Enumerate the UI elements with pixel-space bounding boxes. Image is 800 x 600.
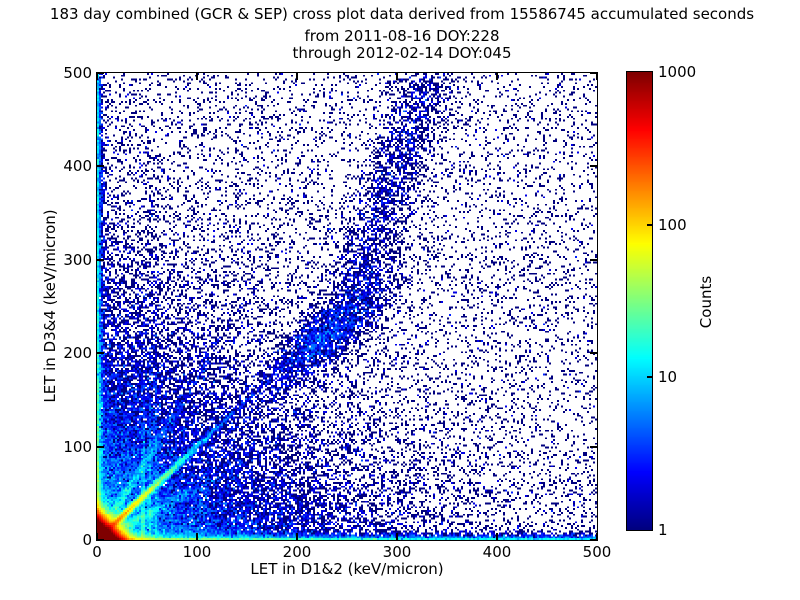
y-tick-mark: [97, 445, 104, 448]
y-tick-mark-right: [590, 539, 597, 541]
x-tick-mark: [396, 533, 398, 540]
plot-frame: [96, 72, 598, 541]
y-tick-label: 400: [63, 157, 92, 176]
colorbar-frame: [626, 71, 653, 531]
y-tick-mark: [97, 72, 104, 74]
x-tick-mark: [296, 533, 298, 540]
y-tick-mark-right: [590, 72, 597, 74]
x-tick-mark: [196, 533, 198, 540]
colorbar-tick-label: 100: [658, 215, 687, 234]
x-tick-mark: [596, 533, 598, 540]
colorbar-tick-label: 1: [658, 521, 668, 539]
y-axis-label: LET in D3&4 (keV/micron): [41, 209, 59, 403]
y-tick-mark: [97, 352, 104, 355]
x-tick-mark: [496, 533, 498, 540]
colorbar-tick-label: 1000: [658, 63, 697, 81]
x-axis-label: LET in D1&2 (keV/micron): [250, 560, 444, 578]
y-tick-label: 500: [63, 64, 92, 82]
colorbar-label: Counts: [697, 275, 715, 329]
x-tick-mark-top: [496, 73, 498, 80]
y-tick-label: 100: [63, 437, 92, 456]
x-tick-mark-top: [396, 73, 398, 80]
colorbar-gradient: [627, 72, 652, 530]
x-tick-mark-top: [196, 73, 198, 80]
y-tick-label: 200: [63, 344, 92, 363]
x-tick-label: 200: [282, 543, 312, 561]
colorbar-tick-mark: [647, 223, 652, 226]
y-tick-mark: [97, 258, 104, 261]
x-tick-mark-top: [296, 73, 298, 80]
y-tick-mark: [97, 539, 104, 541]
y-tick-label: 300: [63, 250, 92, 269]
colorbar-tick-mark: [647, 376, 652, 379]
y-tick-mark: [97, 165, 104, 168]
title-line-3: through 2012-02-14 DOY:045: [292, 44, 512, 62]
scatter-density-canvas: [97, 73, 597, 540]
x-tick-label: 500: [582, 543, 612, 561]
title-line-2: from 2011-08-16 DOY:228: [304, 27, 500, 45]
x-tick-mark: [96, 533, 98, 540]
x-tick-label: 0: [92, 543, 102, 561]
title-line-1: 183 day combined (GCR & SEP) cross plot …: [49, 5, 755, 23]
y-tick-label: 0: [82, 531, 92, 549]
y-tick-mark-right: [590, 445, 597, 448]
x-tick-label: 100: [182, 543, 212, 561]
colorbar-tick-label: 10: [658, 368, 678, 387]
x-tick-label: 300: [382, 543, 412, 561]
y-tick-mark-right: [590, 165, 597, 168]
x-tick-label: 400: [482, 543, 512, 561]
y-tick-mark-right: [590, 352, 597, 355]
x-tick-mark-top: [96, 73, 98, 80]
y-tick-mark-right: [590, 258, 597, 261]
x-tick-mark-top: [596, 73, 598, 80]
